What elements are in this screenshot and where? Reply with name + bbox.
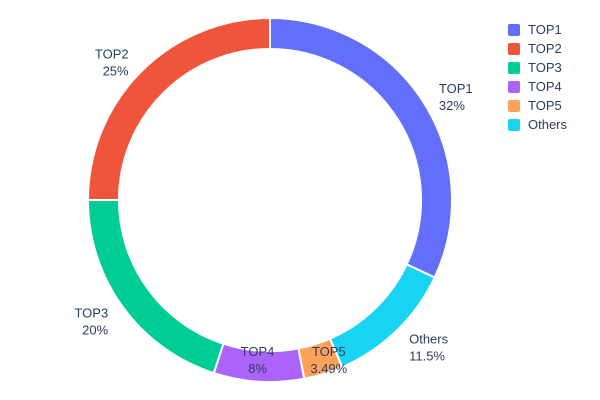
legend-swatch-top2 <box>508 42 520 55</box>
legend-item-top4[interactable]: TOP4 <box>508 77 567 96</box>
legend-item-top3[interactable]: TOP3 <box>508 58 567 77</box>
slice-label-top5: TOP5 3.49% <box>310 344 347 376</box>
slice-label-top4: TOP4 8% <box>241 344 275 376</box>
legend: TOP1 TOP2 TOP3 TOP4 TOP5 Others <box>508 20 567 134</box>
legend-label: Others <box>528 117 568 132</box>
legend-item-top2[interactable]: TOP2 <box>508 39 567 58</box>
legend-item-top5[interactable]: TOP5 <box>508 96 567 115</box>
legend-label: TOP3 <box>528 60 562 75</box>
legend-item-top1[interactable]: TOP1 <box>508 20 567 39</box>
legend-label: TOP5 <box>528 98 562 113</box>
slice-label-top2: TOP2 25% <box>95 47 129 79</box>
slice-label-top1: TOP1 32% <box>439 81 473 113</box>
legend-item-others[interactable]: Others <box>508 115 567 134</box>
legend-swatch-top5 <box>508 99 520 112</box>
legend-swatch-top4 <box>508 80 520 93</box>
pie-slice-top3[interactable] <box>86 199 225 375</box>
legend-label: TOP1 <box>528 22 562 37</box>
pie-slice-top1[interactable] <box>269 16 453 279</box>
slice-label-others: Others 11.5% <box>409 332 449 364</box>
legend-label: TOP2 <box>528 41 562 56</box>
legend-swatch-top1 <box>508 23 520 36</box>
legend-label: TOP4 <box>528 79 562 94</box>
pie-slice-top2[interactable] <box>86 16 271 202</box>
slice-label-top3: TOP3 20% <box>74 306 108 338</box>
legend-swatch-top3 <box>508 61 520 74</box>
legend-swatch-others <box>508 118 520 131</box>
